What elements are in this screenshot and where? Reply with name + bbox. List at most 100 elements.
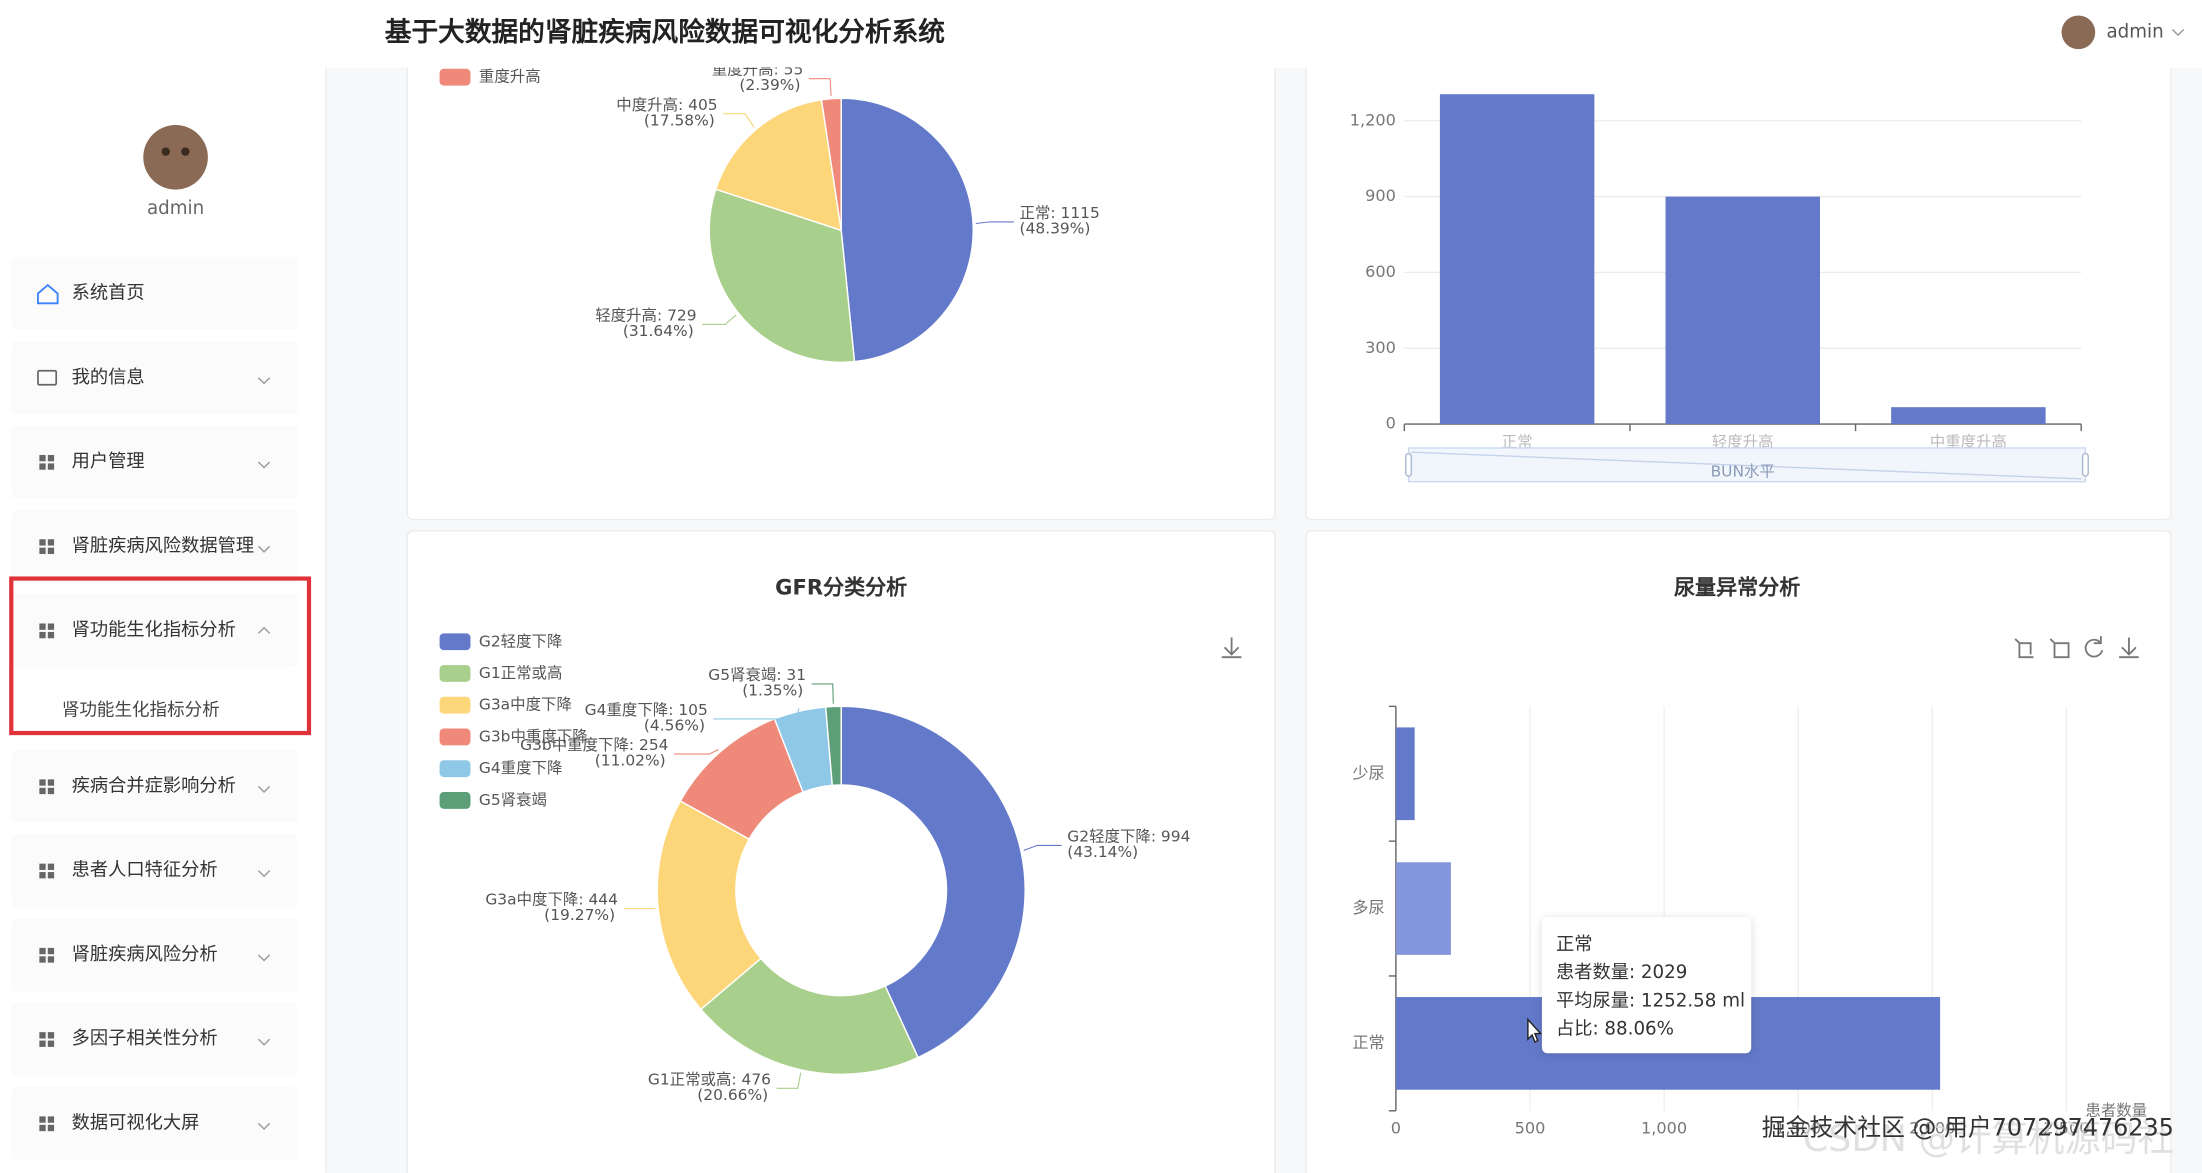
- restore-icon[interactable]: [2084, 636, 2104, 658]
- user-avatar[interactable]: [2061, 15, 2096, 50]
- bar[interactable]: [1891, 407, 2046, 425]
- download-icon[interactable]: [1221, 637, 1242, 659]
- grid-icon: [39, 872, 46, 879]
- menu-item-bg[interactable]: [11, 425, 298, 499]
- menu-item-bg[interactable]: [11, 834, 298, 908]
- data-label: (11.02%): [595, 752, 666, 770]
- user-name[interactable]: admin: [2106, 21, 2163, 42]
- y-tick-label: 0: [1386, 414, 1396, 433]
- menu-item[interactable]: 疾病合并症影响分析: [72, 775, 236, 796]
- pie-slice[interactable]: [820, 97, 842, 231]
- menu-item-bg[interactable]: [11, 256, 298, 331]
- grid-icon: [39, 1040, 46, 1047]
- menu-item[interactable]: 数据可视化大屏: [72, 1112, 200, 1133]
- grid-icon: [39, 1124, 46, 1132]
- sidebar-user: admin: [147, 198, 204, 219]
- grid-icon: [39, 1032, 46, 1039]
- grid-icon: [39, 779, 46, 786]
- data-label: (31.64%): [623, 322, 694, 340]
- data-zoom-handle[interactable]: [2081, 452, 2089, 477]
- label-line: [975, 221, 1014, 225]
- data-zoom[interactable]: [1407, 447, 2087, 483]
- bar[interactable]: [1395, 862, 1451, 955]
- legend-label[interactable]: 重度升高: [479, 68, 541, 86]
- grid-icon: [39, 863, 46, 870]
- pie-slice[interactable]: [824, 705, 842, 787]
- label-line: [808, 78, 832, 96]
- grid-icon: [39, 623, 46, 630]
- legend-label[interactable]: G2轻度下降: [479, 632, 563, 650]
- menu-item[interactable]: 肾功能生化指标分析: [72, 620, 236, 641]
- page-title: 基于大数据的肾脏疾病风险数据可视化分析系统: [385, 17, 945, 48]
- legend-label[interactable]: G4重度下降: [479, 759, 563, 777]
- zoom-icon[interactable]: [2014, 638, 2034, 659]
- zoom-reset-icon[interactable]: [2049, 638, 2070, 659]
- avatar-eye: [161, 147, 170, 156]
- tooltip-line: 正常: [1556, 934, 1592, 955]
- menu-item-bg[interactable]: [11, 594, 298, 668]
- menu-item-bg[interactable]: [11, 749, 298, 823]
- submenu-item[interactable]: 肾功能生化指标分析: [62, 701, 220, 721]
- bar[interactable]: [1395, 727, 1415, 821]
- menu-item-bg[interactable]: [11, 1086, 298, 1160]
- x-axis-name: BUN水平: [1711, 462, 1775, 480]
- menu-item[interactable]: 肾脏疾病风险数据管理: [72, 535, 255, 556]
- grid-icon: [39, 1116, 46, 1123]
- menu-item[interactable]: 多因子相关性分析: [72, 1028, 218, 1049]
- legend-swatch[interactable]: [439, 68, 471, 86]
- grid-icon: [39, 539, 46, 546]
- legend-label[interactable]: G5肾衰竭: [479, 791, 547, 809]
- menu: 系统首页我的信息用户管理肾脏疾病风险数据管理肾功能生化指标分析疾病合并症影响分析…: [11, 256, 298, 1160]
- grid-icon: [47, 956, 55, 963]
- menu-item[interactable]: 患者人口特征分析: [72, 860, 218, 881]
- pie-slice[interactable]: [714, 98, 843, 232]
- toolbox[interactable]: [2014, 636, 2139, 659]
- legend-swatch[interactable]: [439, 665, 471, 682]
- bar[interactable]: [1439, 94, 1595, 425]
- menu-arrow: [257, 785, 271, 794]
- menu-item-bg[interactable]: [11, 918, 298, 992]
- menu-item-bg[interactable]: [11, 341, 298, 415]
- download-icon[interactable]: [2119, 637, 2139, 659]
- watermark: 掘金技术社区 @ 用户707297476235: [1762, 1114, 2174, 1142]
- menu-item[interactable]: 我的信息: [72, 367, 145, 388]
- menu-item[interactable]: 肾脏疾病风险分析: [72, 944, 218, 965]
- pie-slice[interactable]: [699, 957, 919, 1075]
- legend-label[interactable]: G3b中重度下降: [479, 727, 588, 745]
- menu-item[interactable]: 用户管理: [72, 451, 145, 472]
- legend-swatch[interactable]: [439, 633, 471, 651]
- pie-slice[interactable]: [840, 705, 1026, 1059]
- bar[interactable]: [1665, 196, 1820, 425]
- menu-item-bg[interactable]: [11, 1002, 298, 1076]
- legend-swatch[interactable]: [439, 760, 471, 778]
- legend-swatch[interactable]: [439, 696, 471, 714]
- watermark: CSDN @计算机源码社: [1803, 1117, 2174, 1160]
- label-line: [702, 314, 737, 325]
- grid-icon: [47, 863, 55, 870]
- sidebar-avatar: [143, 124, 208, 190]
- legend-swatch[interactable]: [439, 728, 471, 746]
- menu-arrow: [257, 870, 271, 878]
- legend-swatch[interactable]: [439, 792, 471, 809]
- header: [0, 0, 2202, 68]
- pie-slice[interactable]: [708, 188, 856, 363]
- pie-slice[interactable]: [840, 97, 974, 363]
- pie-slice[interactable]: [656, 800, 762, 1011]
- x-tick-label: 2,000: [1909, 1119, 1955, 1138]
- legend-label[interactable]: G1正常或高: [479, 664, 563, 682]
- menu-item[interactable]: 系统首页: [72, 282, 145, 303]
- label-line: [1023, 844, 1062, 851]
- legend-label[interactable]: G3a中度下降: [479, 696, 572, 714]
- x-tick-label: 轻度升高: [1712, 433, 1774, 451]
- data-zoom-handle[interactable]: [1405, 452, 1413, 477]
- cursor: [1527, 1017, 1543, 1043]
- x-tick-label: 1,500: [1775, 1119, 1821, 1138]
- data-label: G2轻度下降: 994: [1067, 827, 1190, 845]
- grid-icon: [39, 454, 46, 462]
- dropdown-arrow[interactable]: [2171, 28, 2185, 37]
- menu-arrow: [257, 377, 271, 385]
- menu-item-bg[interactable]: [11, 509, 298, 583]
- data-label: G4重度下降: 105: [585, 701, 708, 719]
